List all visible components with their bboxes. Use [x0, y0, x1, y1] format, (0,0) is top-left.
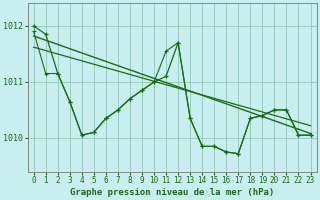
X-axis label: Graphe pression niveau de la mer (hPa): Graphe pression niveau de la mer (hPa)	[70, 188, 274, 197]
